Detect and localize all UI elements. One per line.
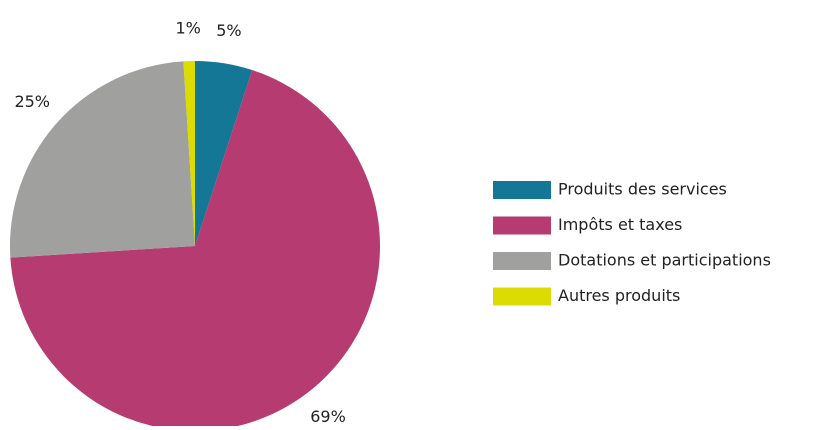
pie-slice <box>195 61 253 246</box>
legend-swatch <box>493 287 551 306</box>
legend-swatch <box>493 216 551 235</box>
legend-label: Dotations et participations <box>558 251 771 270</box>
legend-swatch <box>493 252 551 270</box>
data-label: 1% <box>175 19 200 38</box>
data-label: 25% <box>14 92 50 111</box>
data-label: 69% <box>310 407 346 426</box>
data-label: 5% <box>216 21 241 40</box>
legend-label: Impôts et taxes <box>558 215 682 234</box>
legend-label: Produits des services <box>558 180 727 199</box>
legend-swatch <box>493 181 551 199</box>
pie-slice <box>10 70 380 430</box>
pie-slice <box>9 61 195 258</box>
legend-label: Autres produits <box>558 286 680 305</box>
pie-slice <box>183 61 195 246</box>
